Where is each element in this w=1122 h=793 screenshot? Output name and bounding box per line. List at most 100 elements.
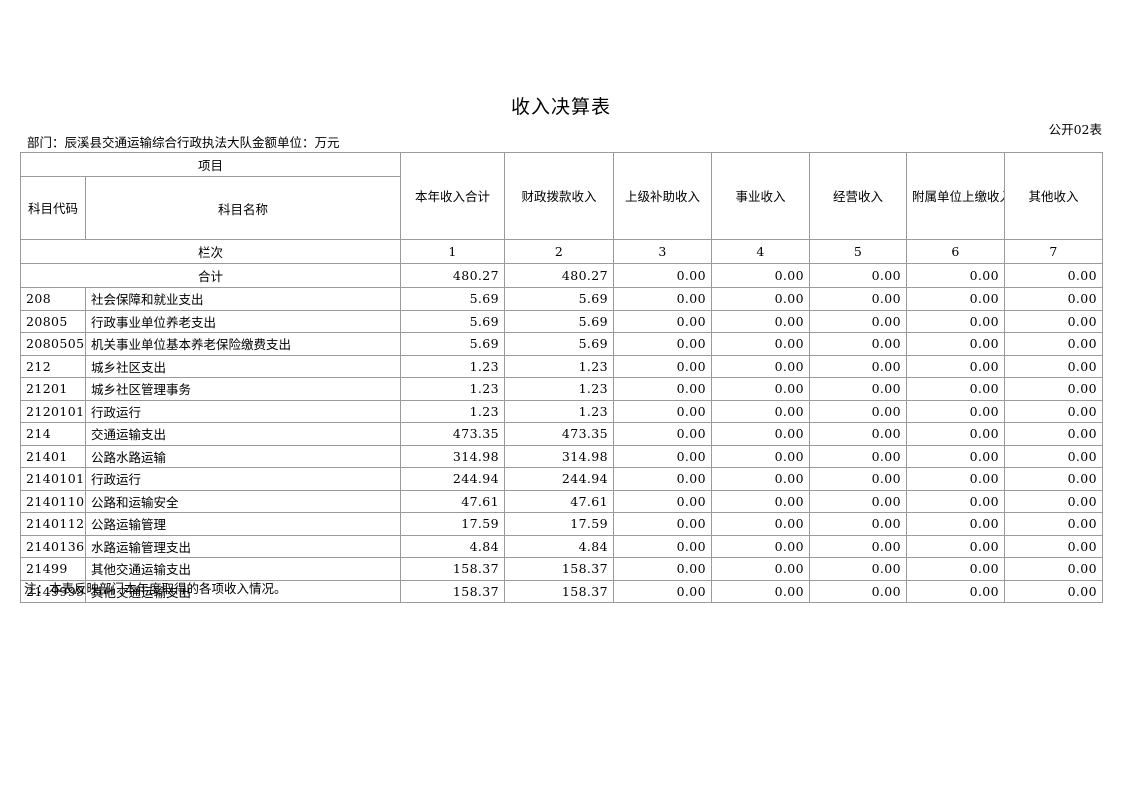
lanci-number-7: 7 (1004, 239, 1104, 264)
table-footnote: 注：本表反映部门本年度取得的各项收入情况。 (24, 581, 287, 596)
row-subject-name: 行政事业单位养老支出 (84, 309, 402, 333)
row-value-1: 5.69 (400, 332, 506, 356)
row-subject-code: 20805 (20, 309, 86, 333)
row-value-6: 0.00 (906, 512, 1006, 536)
row-subject-name: 交通运输支出 (84, 422, 402, 446)
sheet-code-label: 公开02表 (1048, 122, 1102, 137)
table-row: 2120101 行政运行 1.23 1.23 0.00 0.00 0.00 0.00 0.00 (20, 399, 1104, 423)
row-value-1: 1.23 (400, 377, 506, 401)
header-col-1: 本年收入合计 (400, 152, 506, 240)
header-col-5: 经营收入 (809, 152, 908, 240)
total-value-7: 0.00 (1004, 263, 1104, 288)
row-value-5: 0.00 (809, 422, 908, 446)
row-value-4: 0.00 (711, 579, 811, 603)
row-value-6: 0.00 (906, 422, 1006, 446)
row-value-5: 0.00 (809, 489, 908, 513)
row-value-6: 0.00 (906, 399, 1006, 423)
total-label: 合计 (19, 263, 402, 288)
row-subject-code: 208 (20, 287, 86, 311)
row-value-5: 0.00 (809, 399, 908, 423)
row-value-5: 0.00 (809, 354, 908, 378)
row-value-1: 5.69 (400, 287, 506, 311)
row-subject-name: 城乡社区管理事务 (84, 377, 402, 401)
row-value-5: 0.00 (809, 557, 908, 581)
lanci-label: 栏次 (19, 239, 402, 264)
row-value-7: 0.00 (1004, 354, 1104, 378)
header-item-group: 项目 (19, 152, 402, 177)
row-value-7: 0.00 (1004, 444, 1104, 468)
row-value-6: 0.00 (906, 444, 1006, 468)
row-subject-code: 21401 (20, 444, 86, 468)
row-value-3: 0.00 (613, 467, 713, 491)
row-value-1: 473.35 (400, 422, 506, 446)
total-row: 合计 480.27 480.27 0.00 0.00 0.00 0.00 0.0… (19, 263, 1104, 288)
table-row: 214 交通运输支出 473.35 473.35 0.00 0.00 0.00 0.00 0.0… (20, 422, 1104, 446)
row-value-7: 0.00 (1004, 512, 1104, 536)
header-row-group: 项目 本年收入合计 财政拨款收入 上级补助收入 事业收入 经营收入 附属单位上缴… (19, 152, 1104, 240)
row-subject-name: 机关事业单位基本养老保险缴费支出 (84, 332, 402, 356)
lanci-number-2: 2 (504, 239, 615, 264)
row-value-3: 0.00 (613, 444, 713, 468)
row-value-3: 0.00 (613, 422, 713, 446)
row-value-2: 5.69 (504, 309, 615, 333)
row-value-1: 17.59 (400, 512, 506, 536)
lanci-number-6: 6 (906, 239, 1006, 264)
row-value-2: 47.61 (504, 489, 615, 513)
header-col-3: 上级补助收入 (613, 152, 713, 240)
header-col-2: 财政拨款收入 (504, 152, 615, 240)
row-value-3: 0.00 (613, 399, 713, 423)
row-value-2: 1.23 (504, 399, 615, 423)
row-subject-name: 公路运输管理 (84, 512, 402, 536)
row-subject-code: 21499 (20, 557, 86, 581)
row-value-7: 0.00 (1004, 309, 1104, 333)
row-subject-code: 214 (20, 422, 86, 446)
row-value-1: 47.61 (400, 489, 506, 513)
table-row: 2140136 水路运输管理支出 4.84 4.84 0.00 0.00 0.00 0.00 0… (20, 534, 1104, 558)
row-subject-code: 2080505 (20, 332, 86, 356)
header-row-subject: 科目代码 科目名称 (20, 176, 1103, 240)
table-row: 21499 其他交通运输支出 158.37 158.37 0.00 0.00 0.00 0.0… (20, 557, 1104, 581)
row-value-5: 0.00 (809, 377, 908, 401)
row-value-5: 0.00 (809, 467, 908, 491)
row-value-7: 0.00 (1004, 534, 1104, 558)
row-value-1: 4.84 (400, 534, 506, 558)
revenue-final-accounts-table: 项目 本年收入合计 财政拨款收入 上级补助收入 事业收入 经营收入 附属单位上缴… (19, 152, 1104, 603)
row-subject-code: 21201 (20, 377, 86, 401)
row-value-4: 0.00 (711, 287, 811, 311)
row-value-5: 0.00 (809, 309, 908, 333)
row-subject-code: 2140101 (20, 467, 86, 491)
row-value-6: 0.00 (906, 354, 1006, 378)
header-col-7: 其他收入 (1004, 152, 1104, 240)
row-value-2: 473.35 (504, 422, 615, 446)
table-row: 208 社会保障和就业支出 5.69 5.69 0.00 0.00 0.00 0.00 0.00 (20, 287, 1104, 311)
row-value-1: 158.37 (400, 557, 506, 581)
row-value-2: 1.23 (504, 354, 615, 378)
row-value-3: 0.00 (613, 534, 713, 558)
row-subject-name: 行政运行 (84, 467, 402, 491)
row-subject-name: 公路水路运输 (84, 444, 402, 468)
row-value-4: 0.00 (711, 309, 811, 333)
row-value-1: 244.94 (400, 467, 506, 491)
total-value-4: 0.00 (711, 263, 811, 288)
header-col-4: 事业收入 (711, 152, 811, 240)
row-value-1: 158.37 (400, 579, 506, 603)
row-subject-code: 212 (20, 354, 86, 378)
row-value-7: 0.00 (1004, 399, 1104, 423)
row-subject-name: 公路和运输安全 (84, 489, 402, 513)
row-value-3: 0.00 (613, 579, 713, 603)
row-value-3: 0.00 (613, 489, 713, 513)
row-value-7: 0.00 (1004, 377, 1104, 401)
table-row: 2140101 行政运行 244.94 244.94 0.00 0.00 0.00 0.00 0… (20, 467, 1104, 491)
row-value-6: 0.00 (906, 309, 1006, 333)
lanci-number-3: 3 (613, 239, 713, 264)
row-subject-name: 社会保障和就业支出 (84, 287, 402, 311)
table-row: 21401 公路水路运输 314.98 314.98 0.00 0.00 0.00 0.00 0… (20, 444, 1104, 468)
header-col-6: 附属单位上缴收入 (906, 152, 1006, 240)
row-value-5: 0.00 (809, 579, 908, 603)
total-value-3: 0.00 (613, 263, 713, 288)
row-value-3: 0.00 (613, 309, 713, 333)
row-value-7: 0.00 (1004, 332, 1104, 356)
row-value-2: 1.23 (504, 377, 615, 401)
row-value-7: 0.00 (1004, 422, 1104, 446)
